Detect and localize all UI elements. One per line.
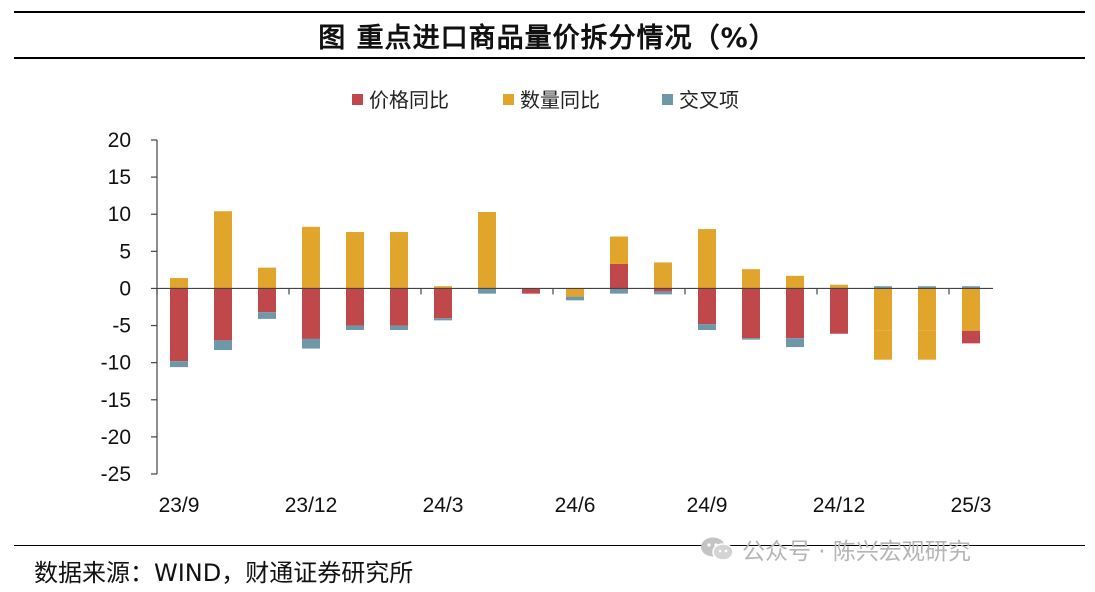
title-bottom-rule [14,57,1085,59]
source-note: 数据来源：WIND，财通证券研究所 [34,559,414,587]
bar-cross-23/9 [170,361,188,368]
chart-legend: 价格同比 数量同比 交叉项 [352,88,739,112]
bar-volume-24/7 [610,236,628,264]
x-tick-label: 23/9 [159,494,200,517]
legend-swatch-volume [503,94,514,105]
legend-swatch-cross [662,94,673,105]
bar-cross-23/10 [214,340,232,351]
chart-title: 图 重点进口商品量价拆分情况（%） [318,23,777,54]
bar-volume-25/2 [918,288,936,331]
bar-price-25/3 [962,330,980,344]
bar-volume-25/1 [874,288,892,331]
legend-label-cross: 交叉项 [679,88,739,112]
bar-volume-25/2 [918,330,936,360]
bar-cross-24/7 [610,288,628,294]
bar-price-24/5 [522,288,540,294]
bar-cross-24/1 [346,325,364,331]
bar-cross-25/2 [918,286,936,289]
wechat-icon [700,536,734,562]
bar-price-23/10 [214,288,232,341]
bar-cross-24/9 [698,324,716,331]
x-tick-label: 24/3 [423,494,464,517]
bar-volume-23/9 [170,278,188,289]
bar-price-24/1 [346,288,364,326]
bar-cross-24/11 [786,338,804,348]
bar-volume-23/12 [302,226,320,289]
x-tick-label: 24/12 [813,494,866,517]
y-tick-label: 20 [108,129,131,152]
legend-item-price: 价格同比 [352,88,449,112]
bar-volume-24/1 [346,232,364,289]
x-tick-label: 23/12 [285,494,338,517]
y-axis: 20 15 10 5 0 -5 -10 -15 -20 -25 [101,129,158,486]
bar-volume-24/6 [566,288,584,297]
y-tick-label: 5 [119,240,131,263]
bar-price-24/2 [390,288,408,326]
bar-volume-24/3 [434,286,452,289]
y-tick-label: -10 [101,352,131,375]
bar-cross-24/2 [390,325,408,331]
bar-price-24/3 [434,288,452,319]
bar-price-23/12 [302,288,320,339]
y-tick-label: -5 [112,315,131,338]
bar-cross-23/12 [302,338,320,349]
bar-price-24/7 [610,263,628,289]
legend-item-cross: 交叉项 [662,88,739,112]
bar-price-24/8 [654,288,672,292]
y-tick-label: -15 [101,389,131,412]
bar-cross-23/11 [258,312,276,319]
x-tick-label: 24/9 [687,494,728,517]
bar-price-24/10 [742,288,760,339]
bars-group [170,211,980,368]
watermark-text: 公众号 · 陈兴宏观研究 [742,539,971,565]
bar-cross-25/3 [962,286,980,289]
y-tick-label: 10 [108,203,131,226]
bar-cross-25/1 [874,286,892,289]
bar-volume-24/10 [742,269,760,289]
bar-volume-25/1 [874,330,892,360]
bar-volume-23/11 [258,267,276,289]
title-top-rule [14,11,1085,13]
y-tick-label: -25 [101,463,131,486]
legend-item-volume: 数量同比 [503,88,600,112]
y-tick-label: 0 [119,277,131,300]
bar-cross-24/4 [478,288,496,294]
bar-volume-24/9 [698,229,716,289]
bar-price-24/11 [786,288,804,339]
source-top-rule [14,545,1085,546]
bar-volume-24/4 [478,211,496,289]
x-tick-label: 25/3 [951,494,992,517]
bar-volume-24/11 [786,275,804,289]
legend-label-price: 价格同比 [369,88,449,112]
bar-volume-23/10 [214,211,232,289]
bar-price-24/12 [830,288,848,334]
legend-swatch-price [352,94,363,105]
y-tick-label: 15 [108,166,131,189]
bar-cross-24/8 [654,291,672,295]
bar-cross-24/3 [434,318,452,321]
bar-price-23/9 [170,288,188,362]
x-axis: 23/9 23/12 24/3 24/6 24/9 24/12 25/3 [156,287,993,517]
bar-volume-25/3 [962,288,980,331]
bar-volume-24/8 [654,262,672,289]
x-tick-label: 24/6 [555,494,596,517]
legend-label-volume: 数量同比 [520,88,600,112]
bar-price-23/11 [258,288,276,313]
bar-cross-24/10 [742,338,760,340]
bar-price-24/9 [698,288,716,325]
watermark: 公众号 · 陈兴宏观研究 [700,532,971,566]
y-tick-label: -20 [101,426,131,449]
bar-volume-24/2 [390,232,408,289]
bar-cross-24/6 [566,296,584,301]
bar-volume-24/12 [830,284,848,289]
